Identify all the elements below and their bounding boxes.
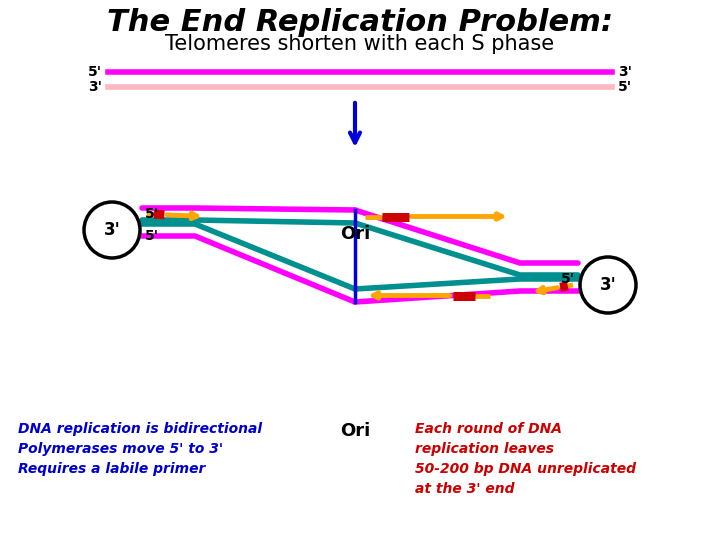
Text: 5': 5' xyxy=(88,65,102,79)
Text: Ori: Ori xyxy=(340,422,370,440)
Text: DNA replication is bidirectional: DNA replication is bidirectional xyxy=(18,422,262,436)
Text: 50-200 bp DNA unreplicated: 50-200 bp DNA unreplicated xyxy=(415,462,636,476)
Text: 5': 5' xyxy=(145,229,159,243)
Text: Each round of DNA: Each round of DNA xyxy=(415,422,562,436)
Text: Telomeres shorten with each S phase: Telomeres shorten with each S phase xyxy=(166,34,554,54)
Text: Polymerases move 5' to 3': Polymerases move 5' to 3' xyxy=(18,442,223,456)
Text: Requires a labile primer: Requires a labile primer xyxy=(18,462,205,476)
Text: 5': 5' xyxy=(618,80,632,94)
Text: 5': 5' xyxy=(145,207,159,221)
Text: 3': 3' xyxy=(88,80,102,94)
Circle shape xyxy=(84,202,140,258)
Circle shape xyxy=(580,257,636,313)
Text: at the 3' end: at the 3' end xyxy=(415,482,515,496)
Text: 3': 3' xyxy=(618,65,632,79)
Text: 5': 5' xyxy=(561,272,575,286)
Text: replication leaves: replication leaves xyxy=(415,442,554,456)
Text: 3': 3' xyxy=(104,221,120,239)
Text: The End Replication Problem:: The End Replication Problem: xyxy=(107,8,613,37)
Text: Ori: Ori xyxy=(340,225,370,243)
Text: 3': 3' xyxy=(600,276,616,294)
